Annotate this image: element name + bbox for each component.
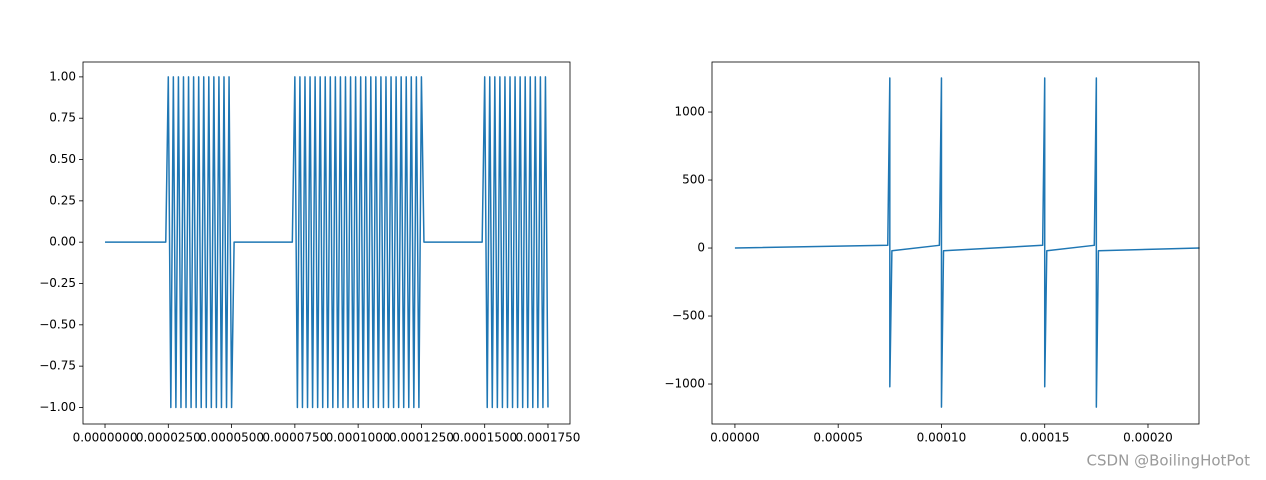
y-tick-label: 0.00 xyxy=(49,235,76,249)
y-tick-label: −0.50 xyxy=(39,317,76,331)
watermark: CSDN @BoilingHotPot xyxy=(1087,452,1251,470)
y-tick-label: −0.25 xyxy=(39,276,76,290)
x-tick-label: 0.0000500 xyxy=(199,431,264,445)
x-tick-label: 0.0000250 xyxy=(136,431,201,445)
data-line xyxy=(105,76,549,409)
x-tick-label: 0.00020 xyxy=(1123,431,1173,445)
y-tick-label: −1000 xyxy=(664,377,705,391)
x-tick-label: 0.0001250 xyxy=(389,431,454,445)
y-tick-label: 0 xyxy=(697,241,705,255)
x-tick-label: 0.0001500 xyxy=(452,431,517,445)
data-line xyxy=(734,77,1200,408)
x-tick-label: 0.00000 xyxy=(710,431,760,445)
x-tick-label: 0.00010 xyxy=(917,431,967,445)
plot-frame xyxy=(711,61,1200,425)
x-tick-label: 0.0000750 xyxy=(262,431,327,445)
y-tick-label: 1000 xyxy=(674,105,705,119)
y-tick-label: 0.50 xyxy=(49,152,76,166)
y-tick-label: −500 xyxy=(672,309,705,323)
x-tick-label: 0.0001750 xyxy=(516,431,581,445)
x-tick-label: 0.0000000 xyxy=(73,431,138,445)
x-tick-label: 0.0001000 xyxy=(326,431,391,445)
x-tick-label: 0.00015 xyxy=(1020,431,1070,445)
y-tick-label: 0.25 xyxy=(49,193,76,207)
y-tick-label: 500 xyxy=(682,173,705,187)
y-tick-label: −0.75 xyxy=(39,359,76,373)
plot-frame xyxy=(82,61,571,425)
y-tick-label: −1.00 xyxy=(39,400,76,414)
x-tick-label: 0.00005 xyxy=(813,431,863,445)
y-tick-label: 1.00 xyxy=(49,69,76,83)
y-tick-label: 0.75 xyxy=(49,111,76,125)
